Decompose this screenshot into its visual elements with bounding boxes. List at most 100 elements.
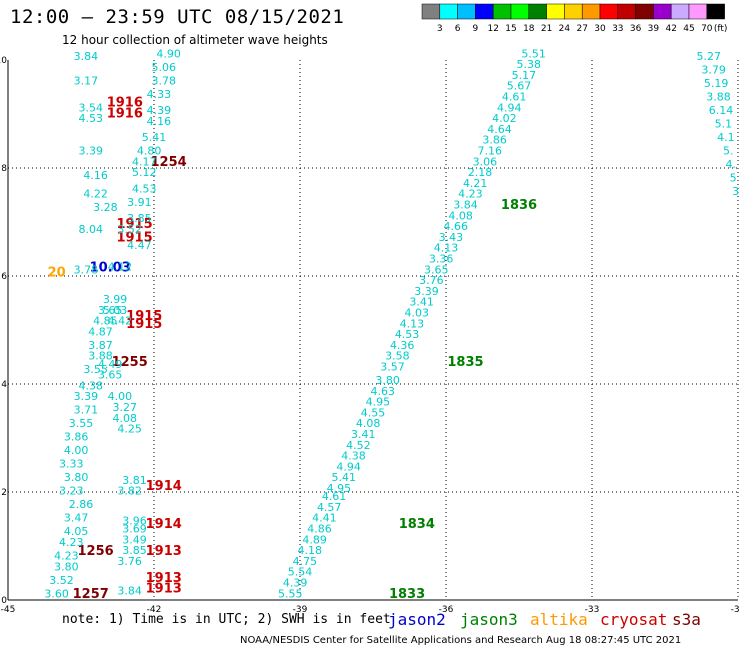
scale-label: 42: [665, 24, 676, 34]
data-point-label: 4.13: [434, 242, 459, 255]
data-point-label: 5.17: [512, 69, 537, 82]
chart-title: 12:00 – 23:59 UTC 08/15/2021: [10, 6, 345, 28]
y-tick-label: 8: [1, 164, 7, 174]
data-point-label: 3.57: [380, 361, 405, 374]
data-point-label: 3.80: [64, 471, 89, 484]
data-point-label: 4.38: [78, 379, 103, 392]
data-point-label: 4.33: [147, 88, 172, 101]
data-point-label: 4.16: [83, 169, 108, 182]
data-point-label: 4.25: [117, 423, 142, 436]
scale-swatch: [564, 3, 583, 20]
x-tick-label: -39: [293, 605, 308, 615]
data-point-label: 4.08: [356, 417, 381, 430]
legend-s3a: s3a: [672, 610, 701, 629]
data-point-label: 3.06: [473, 155, 498, 168]
scale-swatch: [688, 3, 708, 20]
data-point-label: 3.54: [78, 101, 103, 114]
data-point-label: 3.71: [74, 404, 99, 417]
pass-number-label: 1914: [146, 479, 182, 494]
pass-number-label: 1833: [389, 587, 425, 602]
data-point-label: 3.47: [64, 512, 89, 525]
data-point-label: 3.78: [74, 263, 99, 276]
data-point-label: 3.58: [385, 350, 410, 363]
scale-label: 70: [701, 24, 713, 34]
pass-number-label: 10.03: [90, 260, 131, 275]
data-point-label: 4.23: [458, 188, 483, 201]
data-point-label: 4.38: [341, 450, 366, 463]
data-point-label: 3.85: [122, 544, 147, 557]
scale-label: 30: [594, 24, 606, 34]
data-point-label: 7.16: [478, 145, 503, 158]
scale-label: 24: [559, 24, 571, 34]
data-point-label: 4.63: [370, 385, 395, 398]
data-point-label: 3.85: [127, 212, 152, 225]
data-point-label: 4.39: [147, 104, 172, 117]
data-point-label: 5: [730, 172, 737, 185]
scale-swatch: [581, 3, 601, 20]
data-point-label: 3.65: [98, 304, 123, 317]
pass-number-label: 1257: [73, 587, 109, 602]
scale-swatch: [635, 3, 654, 20]
data-point-label: 5.55: [278, 587, 303, 600]
scale-label: 21: [541, 24, 552, 34]
legend-jason3: jason3: [460, 610, 518, 629]
scale-swatch: [670, 3, 690, 20]
data-point-label: 3.96: [122, 514, 147, 527]
data-point-label: 4.13: [400, 317, 425, 330]
data-point-label: 4.02: [492, 112, 517, 125]
data-point-label: 3.49: [122, 533, 147, 546]
scale-unit: (ft): [714, 24, 728, 34]
x-tick-label: -30: [731, 605, 740, 615]
data-point-label: 5.06: [151, 61, 176, 74]
data-point-label: 3.76: [117, 555, 142, 568]
pass-number-label: 1835: [447, 355, 483, 370]
data-point-label: 3.88: [706, 91, 731, 104]
data-point-label: 4.57: [317, 501, 342, 514]
pass-number-label: 1915: [116, 231, 152, 246]
axis-ticks: -45 -42 -39 -36 -33 -30 0 2 4 6 8 10: [0, 56, 740, 615]
data-point-label: 5.19: [704, 77, 729, 90]
data-point-label: 3.81: [122, 474, 147, 487]
scale-label: 15: [505, 24, 516, 34]
data-point-label: 4.18: [297, 544, 322, 557]
scale-label: 12: [487, 24, 498, 34]
data-point-label: 3.39: [414, 285, 439, 298]
data-point-label: 4.03: [405, 307, 430, 320]
footer-note: note: 1) Time is in UTC; 2) SWH is in fe…: [62, 612, 391, 627]
data-point-label: 3.33: [59, 458, 84, 471]
pass-number-label: 1913: [146, 582, 182, 597]
data-point-label: 3.55: [69, 417, 94, 430]
data-point-label: 3.88: [88, 350, 113, 363]
data-point-label: 3.36: [429, 253, 454, 266]
pass-number-label: 1255: [112, 355, 148, 370]
data-point-label: 4.64: [487, 123, 512, 136]
scale-swatch: [617, 3, 636, 20]
data-point-label: 4.95: [327, 482, 352, 495]
x-tick-label: -36: [439, 605, 454, 615]
data-point-label: 4.21: [463, 177, 488, 190]
data-point-label: 2.86: [69, 498, 94, 511]
x-tick-label: -45: [1, 605, 16, 615]
scale-label: 45: [683, 24, 694, 34]
pass-number-label: 20: [48, 266, 66, 281]
data-point-label: 4.55: [361, 406, 386, 419]
data-point-label: 4.52: [346, 439, 371, 452]
scale-label: 6: [455, 24, 461, 34]
pass-number-label: 1916: [107, 96, 143, 111]
data-point-label: 3.84: [74, 50, 99, 63]
data-point-label: 3.52: [49, 574, 74, 587]
data-point-label: 4.: [725, 158, 736, 171]
data-point-label: 3.86: [64, 431, 89, 444]
data-point-label: 8.04: [78, 223, 103, 236]
data-point-label: 4.86: [307, 523, 332, 536]
data-point-label: 4.66: [443, 220, 468, 233]
data-point-label: 3.39: [74, 390, 99, 403]
data-point-label: 3.39: [78, 145, 103, 158]
data-point-label: 4.39: [283, 577, 308, 590]
data-point-label: 3.84: [453, 199, 478, 212]
data-point-label: 3.60: [44, 587, 69, 600]
scale-label: 27: [576, 24, 587, 34]
data-point-label: 4.85: [93, 315, 118, 328]
data-point-label: 3.43: [439, 231, 464, 244]
scale-label: 33: [612, 24, 623, 34]
